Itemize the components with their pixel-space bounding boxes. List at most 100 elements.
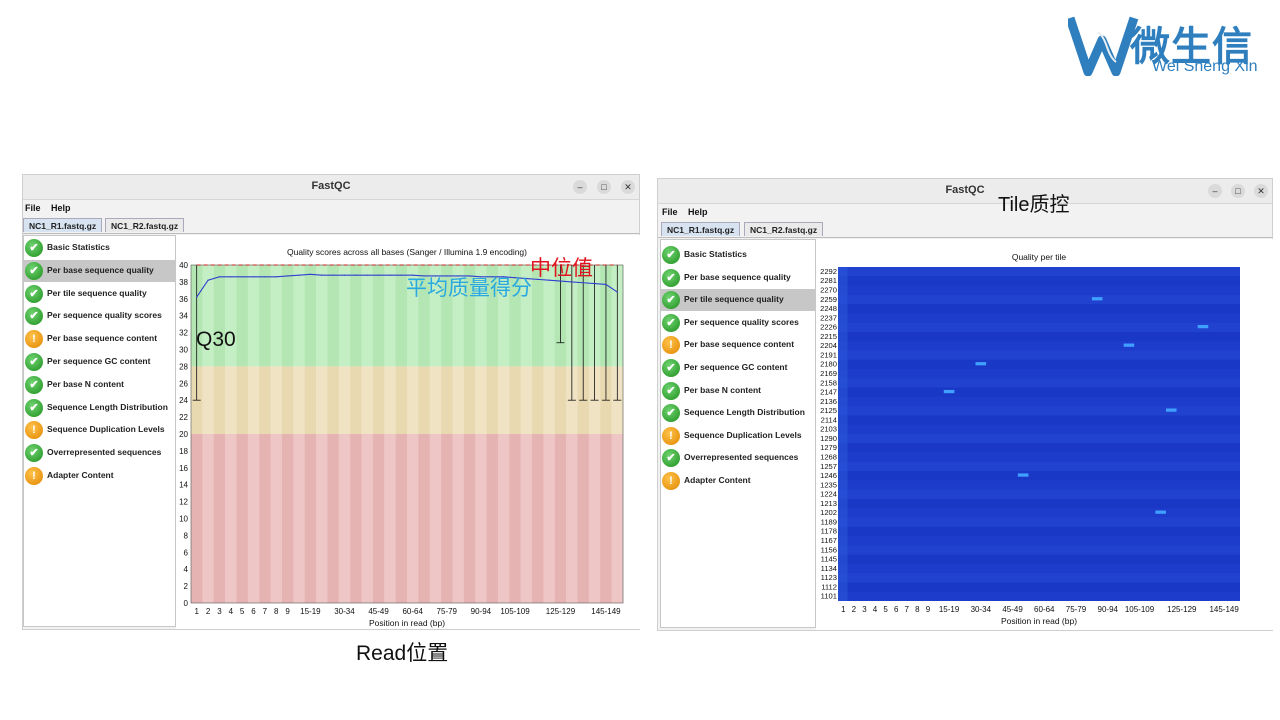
title-bar[interactable]: FastQC – □ ✕ xyxy=(658,179,1272,204)
maximize-icon[interactable]: □ xyxy=(1231,184,1245,198)
module-item-sequence-length-distribution[interactable]: ✔ Sequence Length Distribution xyxy=(24,397,175,419)
module-item-per-base-n-content[interactable]: ✔ Per base N content xyxy=(661,380,815,402)
x-tick-label: 105-109 xyxy=(1125,605,1155,614)
zone-band-poor xyxy=(259,434,271,603)
annotation-median: 中位值 xyxy=(530,257,593,280)
module-item-per-base-sequence-quality[interactable]: ✔ Per base sequence quality xyxy=(24,259,175,282)
zone-band-reasonable xyxy=(361,366,374,434)
zone-band-poor xyxy=(554,434,567,603)
mean-point xyxy=(332,274,334,276)
zone-band-poor xyxy=(350,434,362,603)
zone-band-good xyxy=(327,265,340,367)
maximize-icon[interactable]: □ xyxy=(597,180,611,194)
x-tick-label: 125-129 xyxy=(546,607,576,616)
module-item-per-tile-sequence-quality[interactable]: ✔ Per tile sequence quality xyxy=(24,283,175,305)
heatmap-hotspot xyxy=(1123,343,1135,347)
x-tick-label: 8 xyxy=(915,605,920,614)
tab-nc1-r1[interactable]: NC1_R1.fastq.gz xyxy=(661,222,741,236)
heatmap-row xyxy=(838,591,1240,601)
module-item-per-sequence-quality-scores[interactable]: ✔ Per sequence quality scores xyxy=(661,312,815,334)
tile-label: 1112 xyxy=(821,582,837,591)
tab-nc1-r2[interactable]: NC1_R2.fastq.gz xyxy=(744,222,824,236)
module-item-per-sequence-quality-scores[interactable]: ✔ Per sequence quality scores xyxy=(24,305,175,327)
zone-band-poor xyxy=(202,434,215,603)
module-item-per-tile-sequence-quality[interactable]: ✔ Per tile sequence quality xyxy=(661,289,815,312)
module-item-basic-statistics[interactable]: ✔ Basic Statistics xyxy=(661,244,815,266)
y-tick-label: 18 xyxy=(179,447,188,456)
y-tick-label: 38 xyxy=(179,278,188,287)
zone-band-good xyxy=(463,265,476,367)
module-list: ✔ Basic Statistics ✔ Per base sequence qual… xyxy=(660,239,816,628)
heatmap-hotspot xyxy=(1155,510,1166,514)
fastqc-window-left: FastQC – □ ✕ File Help NC1_R1.fastq.gz N… xyxy=(22,174,640,630)
minimize-icon[interactable]: – xyxy=(573,180,587,194)
mean-point xyxy=(582,282,584,284)
module-item-overrepresented-sequences[interactable]: ✔ Overrepresented sequences xyxy=(24,442,175,464)
zone-band-reasonable xyxy=(520,366,533,434)
tile-label: 2136 xyxy=(820,397,837,406)
tile-label: 1257 xyxy=(820,462,837,471)
x-tick-label: 3 xyxy=(862,605,867,614)
module-item-sequence-length-distribution[interactable]: ✔ Sequence Length Distribution xyxy=(661,402,815,424)
annotation-read-position: Read位置 xyxy=(356,642,449,665)
module-item-sequence-duplication-levels[interactable]: ! Sequence Duplication Levels xyxy=(24,419,175,441)
zone-band-reasonable xyxy=(509,366,521,434)
tile-label: 2125 xyxy=(820,406,837,415)
tile-label: 1279 xyxy=(820,443,837,452)
module-item-per-base-n-content[interactable]: ✔ Per base N content xyxy=(24,374,175,396)
zone-band-good xyxy=(247,265,260,367)
module-label: Overrepresented sequences xyxy=(47,447,162,458)
zone-band-poor xyxy=(577,434,590,603)
module-item-per-base-sequence-quality[interactable]: ✔ Per base sequence quality xyxy=(661,267,815,289)
module-item-per-base-sequence-content[interactable]: ! Per base sequence content xyxy=(661,334,815,356)
module-item-overrepresented-sequences[interactable]: ✔ Overrepresented sequences xyxy=(661,447,815,469)
zone-band-reasonable xyxy=(281,366,294,434)
menu-file[interactable]: File xyxy=(662,207,678,217)
zone-band-poor xyxy=(588,434,601,603)
x-tick-label: 8 xyxy=(274,607,279,616)
module-item-per-sequence-gc-content[interactable]: ✔ Per sequence GC content xyxy=(24,351,175,373)
title-bar[interactable]: FastQC – □ ✕ xyxy=(23,175,639,200)
heatmap-first-column xyxy=(838,267,848,601)
close-icon[interactable]: ✕ xyxy=(1254,184,1268,198)
menu-help[interactable]: Help xyxy=(51,203,71,213)
menu-file[interactable]: File xyxy=(25,203,41,213)
tab-nc1-r2[interactable]: NC1_R2.fastq.gz xyxy=(105,218,185,232)
zone-band-good xyxy=(281,265,294,367)
minimize-icon[interactable]: – xyxy=(1208,184,1222,198)
zone-band-poor xyxy=(407,434,419,603)
heatmap-row xyxy=(838,359,1240,370)
heatmap-row xyxy=(838,341,1240,351)
zone-band-poor xyxy=(475,434,487,603)
zone-band-reasonable xyxy=(304,366,317,434)
module-item-adapter-content[interactable]: ! Adapter Content xyxy=(24,465,175,487)
x-tick-label: 2 xyxy=(206,607,211,616)
warning-icon: ! xyxy=(25,330,43,349)
module-item-basic-statistics[interactable]: ✔ Basic Statistics xyxy=(24,237,175,259)
y-tick-label: 16 xyxy=(179,464,188,473)
module-item-sequence-duplication-levels[interactable]: ! Sequence Duplication Levels xyxy=(661,425,815,447)
tile-label: 2237 xyxy=(820,313,837,322)
x-tick-label: 4 xyxy=(873,605,878,614)
heatmap-hotspot xyxy=(975,362,987,366)
module-item-per-base-sequence-content[interactable]: ! Per base sequence content xyxy=(24,328,175,350)
module-label: Per base sequence content xyxy=(684,339,795,350)
y-tick-label: 0 xyxy=(184,599,189,608)
close-icon[interactable]: ✕ xyxy=(621,180,635,194)
module-item-adapter-content[interactable]: ! Adapter Content xyxy=(661,470,815,492)
mean-point xyxy=(446,275,448,277)
x-tick-label: 15-19 xyxy=(939,605,960,614)
module-label: Per tile sequence quality xyxy=(47,287,147,298)
tile-label: 2270 xyxy=(820,286,837,295)
zone-band-good xyxy=(452,265,465,367)
tab-nc1-r1[interactable]: NC1_R1.fastq.gz xyxy=(23,218,103,232)
check-icon: ✔ xyxy=(662,404,680,423)
zone-band-reasonable xyxy=(293,366,305,434)
module-item-per-sequence-gc-content[interactable]: ✔ Per sequence GC content xyxy=(661,357,815,379)
tile-label: 1123 xyxy=(821,573,837,582)
menu-help[interactable]: Help xyxy=(688,207,708,217)
zone-band-reasonable xyxy=(213,366,226,434)
chart-title: Quality per tile xyxy=(1012,252,1067,262)
y-tick-label: 8 xyxy=(184,531,189,540)
heatmap-row xyxy=(838,443,1240,453)
